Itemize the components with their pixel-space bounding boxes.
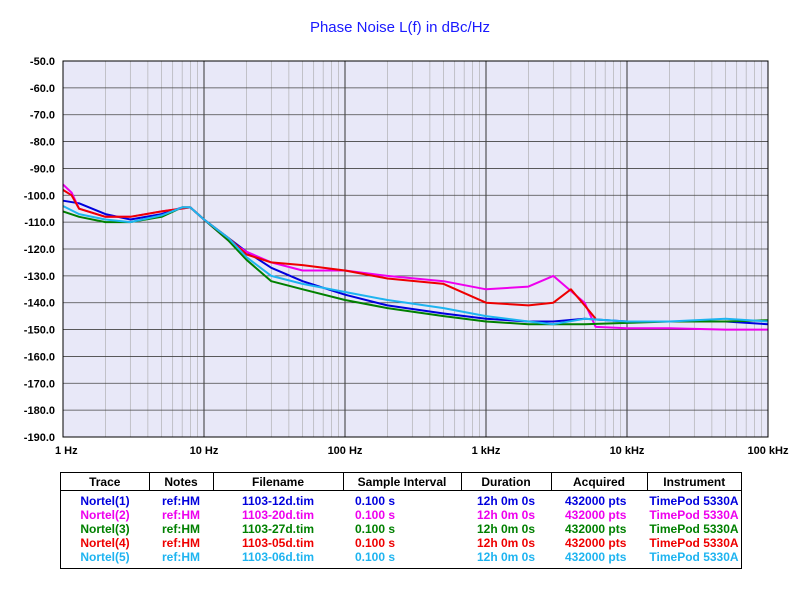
legend-row: Nortel(2) ref:HM 1103-20d.tim 0.100 s 12h 0m… <box>61 508 741 522</box>
legend-cell-interval: 0.100 s <box>355 522 396 536</box>
legend-row: Nortel(4) ref:HM 1103-05d.tim 0.100 s 12h 0m… <box>61 536 741 550</box>
legend-row: Nortel(1) ref:HM 1103-12d.tim 0.100 s 12h 0m… <box>61 491 741 509</box>
legend-cell-interval: 0.100 s <box>355 494 396 508</box>
legend-cell-interval: 0.100 s <box>355 508 396 522</box>
legend-cell-trace: Nortel(5) <box>80 550 130 564</box>
legend-cell-notes: ref:HM <box>162 494 200 508</box>
legend-header-cell: Duration <box>461 473 552 491</box>
legend-header-row: Trace Notes Filename Sample Interval Duratio… <box>61 473 741 491</box>
legend-cell-duration: 12h 0m 0s <box>476 508 536 522</box>
legend-cell-notes: ref:HM <box>162 508 200 522</box>
legend-cell-acquired: 432000 pts <box>565 508 627 522</box>
y-tick-label: -100.0 <box>24 190 55 202</box>
y-tick-label: -180.0 <box>24 405 55 417</box>
legend-cell-notes: ref:HM <box>162 550 200 564</box>
plot-frame <box>62 60 769 438</box>
x-tick-label: 10 kHz <box>610 445 645 457</box>
legend-cell-trace: Nortel(4) <box>80 536 130 550</box>
legend-row: Nortel(3) ref:HM 1103-27d.tim 0.100 s 12h 0m… <box>61 522 741 536</box>
x-tick-label: 100 Hz <box>328 445 363 457</box>
legend-cell-filename: 1103-12d.tim <box>241 494 315 508</box>
legend-cell-filename: 1103-20d.tim <box>241 508 315 522</box>
x-tick-label: 1 kHz <box>472 445 501 457</box>
legend-cell-interval: 0.100 s <box>355 536 396 550</box>
legend-cell-notes: ref:HM <box>162 536 200 550</box>
y-tick-label: -160.0 <box>24 351 55 363</box>
legend-cell-acquired: 432000 pts <box>565 536 627 550</box>
x-tick-label: 10 Hz <box>190 445 219 457</box>
chart-title: Phase Noise L(f) in dBc/Hz <box>309 19 491 36</box>
legend-cell-acquired: 432000 pts <box>565 522 627 536</box>
y-tick-label: -190.0 <box>24 432 55 444</box>
legend-cell-instrument: TimePod 5330A <box>649 494 739 508</box>
phase-noise-plot: -50.0 -60.0 -70.0 -80.0 -90.0 -100.0 -110.0 -12… <box>24 56 789 457</box>
legend-header-cell: Sample Interval <box>343 473 462 491</box>
trace-legend-table: Trace Notes Filename Sample Interval Duratio… <box>60 472 742 569</box>
legend-cell-notes: ref:HM <box>162 522 200 536</box>
legend-cell-filename: 1103-27d.tim <box>241 522 315 536</box>
legend-cell-acquired: 432000 pts <box>565 550 627 564</box>
legend-header-cell: Instrument <box>647 473 741 491</box>
x-tick-label: 100 kHz <box>748 445 789 457</box>
legend-row: Nortel(5) ref:HM 1103-06d.tim 0.100 s 12h 0m… <box>61 550 741 564</box>
legend-cell-acquired: 432000 pts <box>565 494 627 508</box>
legend-cell-instrument: TimePod 5330A <box>649 550 739 564</box>
series-line-4 <box>62 189 597 320</box>
legend-cell-duration: 12h 0m 0s <box>476 550 536 564</box>
y-tick-label: -50.0 <box>30 56 55 68</box>
y-tick-label: -130.0 <box>24 271 55 283</box>
legend-cell-duration: 12h 0m 0s <box>476 536 536 550</box>
y-tick-label: -150.0 <box>24 325 55 337</box>
legend-cell-filename: 1103-06d.tim <box>241 550 315 564</box>
legend-header-cell: Acquired <box>551 473 648 491</box>
y-tick-label: -140.0 <box>24 298 55 310</box>
legend-cell-interval: 0.100 s <box>355 550 396 564</box>
legend-cell-instrument: TimePod 5330A <box>649 508 739 522</box>
legend-header-cell: Filename <box>213 473 344 491</box>
y-tick-label: -70.0 <box>30 110 55 122</box>
legend-cell-instrument: TimePod 5330A <box>649 536 739 550</box>
y-tick-label: -90.0 <box>30 163 55 175</box>
legend-cell-trace: Nortel(2) <box>80 508 130 522</box>
y-tick-label: -110.0 <box>24 217 55 229</box>
legend-cell-instrument: TimePod 5330A <box>649 522 739 536</box>
x-tick-label: 1 Hz <box>55 445 78 457</box>
y-tick-label: -120.0 <box>24 244 55 256</box>
legend-header-cell: Notes <box>149 473 214 491</box>
legend-cell-trace: Nortel(3) <box>80 522 130 536</box>
legend-header-cell: Trace <box>61 473 150 491</box>
legend-cell-duration: 12h 0m 0s <box>476 522 536 536</box>
legend-cell-duration: 12h 0m 0s <box>476 494 536 508</box>
y-tick-label: -170.0 <box>24 378 55 390</box>
y-tick-label: -60.0 <box>30 83 55 95</box>
legend-cell-filename: 1103-05d.tim <box>241 536 315 550</box>
series-line-5 <box>62 205 769 326</box>
y-tick-label: -80.0 <box>30 137 55 149</box>
legend-cell-trace: Nortel(1) <box>80 494 130 508</box>
